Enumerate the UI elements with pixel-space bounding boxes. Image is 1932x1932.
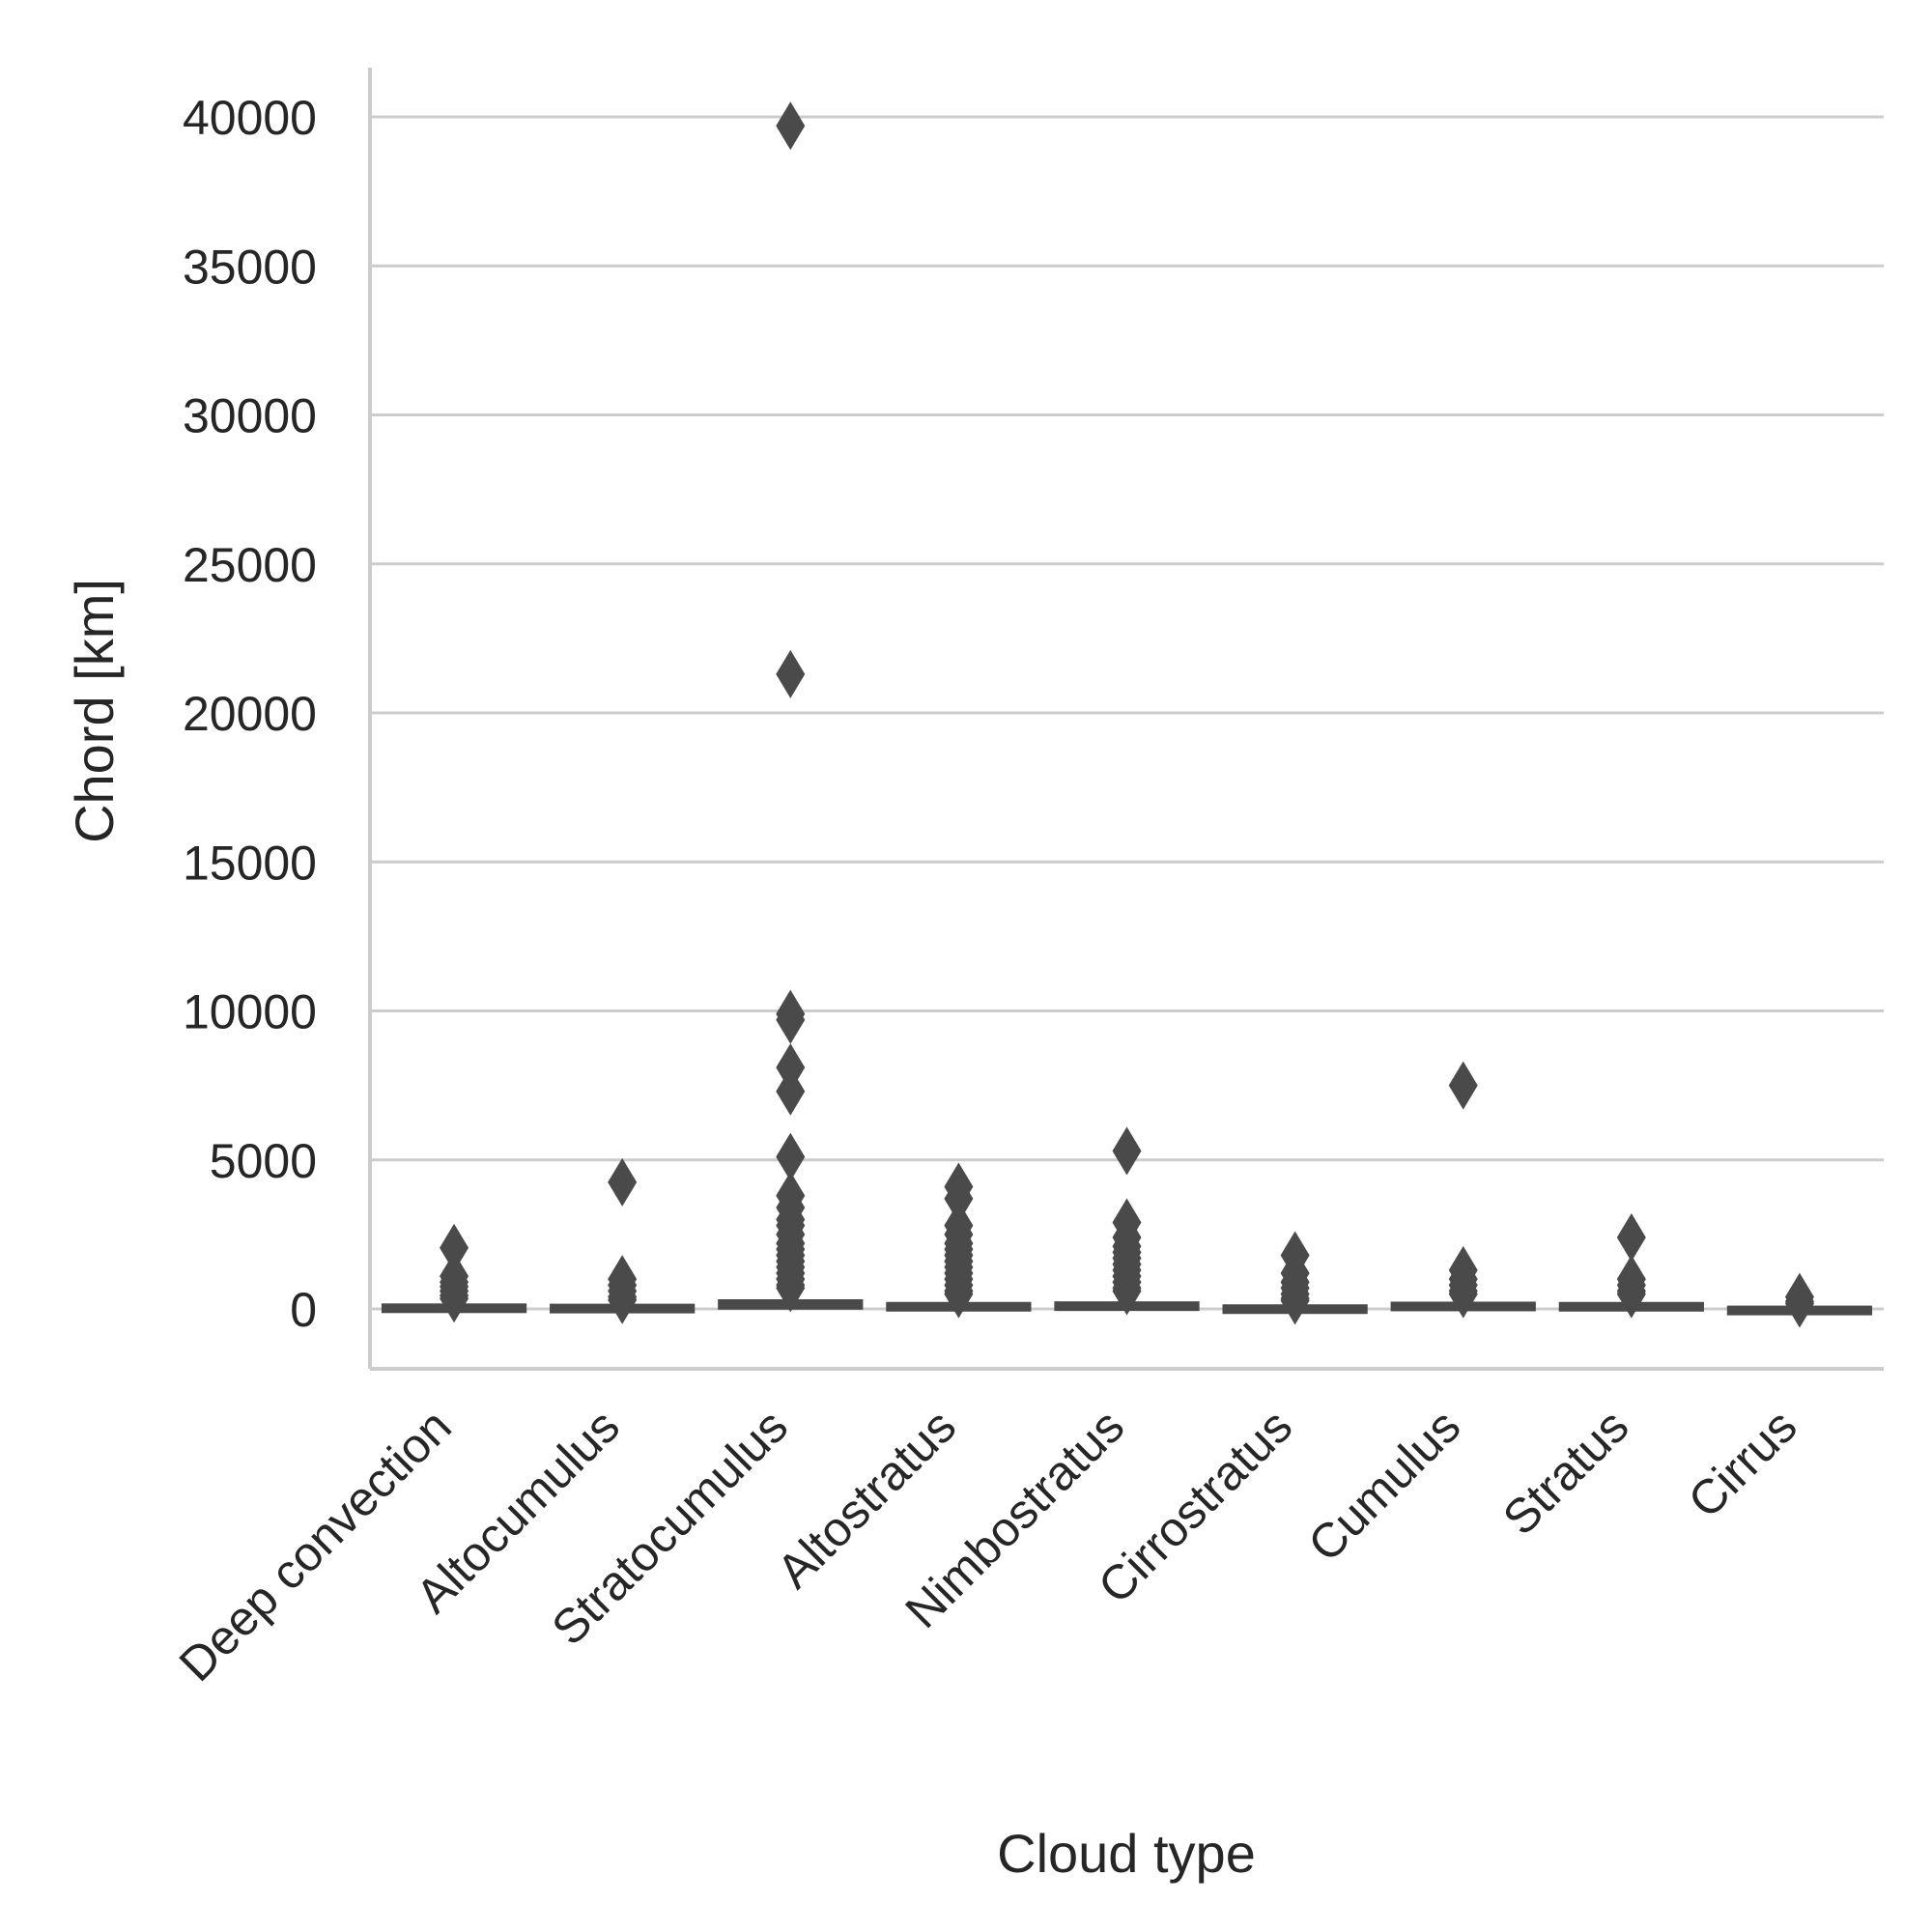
y-tick-label: 10000 (183, 985, 317, 1039)
box-group (886, 1162, 1032, 1319)
outlier-marker (1616, 1269, 1646, 1319)
outlier-marker (608, 1275, 638, 1324)
y-tick-label: 5000 (210, 1134, 317, 1188)
outlier-marker (776, 995, 806, 1044)
outlier-marker (1112, 1266, 1142, 1316)
outlier-marker (944, 1269, 974, 1319)
box-group (1558, 1212, 1704, 1319)
y-tick-label: 30000 (183, 389, 317, 443)
x-tick-label: Deep convection (169, 1399, 462, 1691)
outlier-marker (776, 101, 806, 151)
box-group (1726, 1272, 1873, 1328)
outlier-marker (776, 649, 806, 698)
box-group (550, 1157, 696, 1324)
y-tick-label: 20000 (183, 687, 317, 741)
y-tick-label: 25000 (183, 538, 317, 592)
outlier-marker (440, 1223, 469, 1272)
axes (368, 68, 1884, 1371)
x-tick-labels: Deep convectionAltocumulusStratocumulusA… (169, 1399, 1807, 1691)
outlier-marker (1784, 1279, 1814, 1328)
box-group (1390, 1061, 1536, 1319)
outlier-marker (776, 1264, 806, 1313)
y-axis-title: Chord [km] (64, 579, 125, 843)
y-tick-label: 15000 (183, 836, 317, 890)
x-tick-label: Cumulus (1297, 1399, 1470, 1572)
outlier-marker (440, 1274, 469, 1323)
x-tick-label: Cirrus (1678, 1399, 1807, 1528)
outlier-marker (776, 1132, 806, 1181)
outlier-marker (1448, 1269, 1478, 1319)
x-tick-label: Stratus (1492, 1399, 1639, 1546)
outlier-marker (944, 1174, 974, 1223)
x-axis-title: Cloud type (997, 1823, 1256, 1884)
outlier-marker (776, 1066, 806, 1116)
box-group (1054, 1126, 1200, 1316)
y-tick-label: 0 (290, 1283, 317, 1337)
box-group (1222, 1231, 1368, 1325)
box-group (718, 101, 864, 1313)
y-tick-label: 40000 (183, 91, 317, 145)
outlier-marker (1280, 1276, 1310, 1325)
outlier-marker (1112, 1126, 1142, 1176)
boxes (381, 101, 1873, 1328)
y-tick-labels: 0 5000 10000 15000 20000 25000 30000 35000 40000 (183, 91, 317, 1337)
outlier-marker (1448, 1061, 1478, 1110)
outlier-marker (608, 1157, 638, 1207)
outlier-marker (1616, 1212, 1646, 1262)
box-group (381, 1223, 527, 1323)
y-tick-label: 35000 (183, 240, 317, 294)
